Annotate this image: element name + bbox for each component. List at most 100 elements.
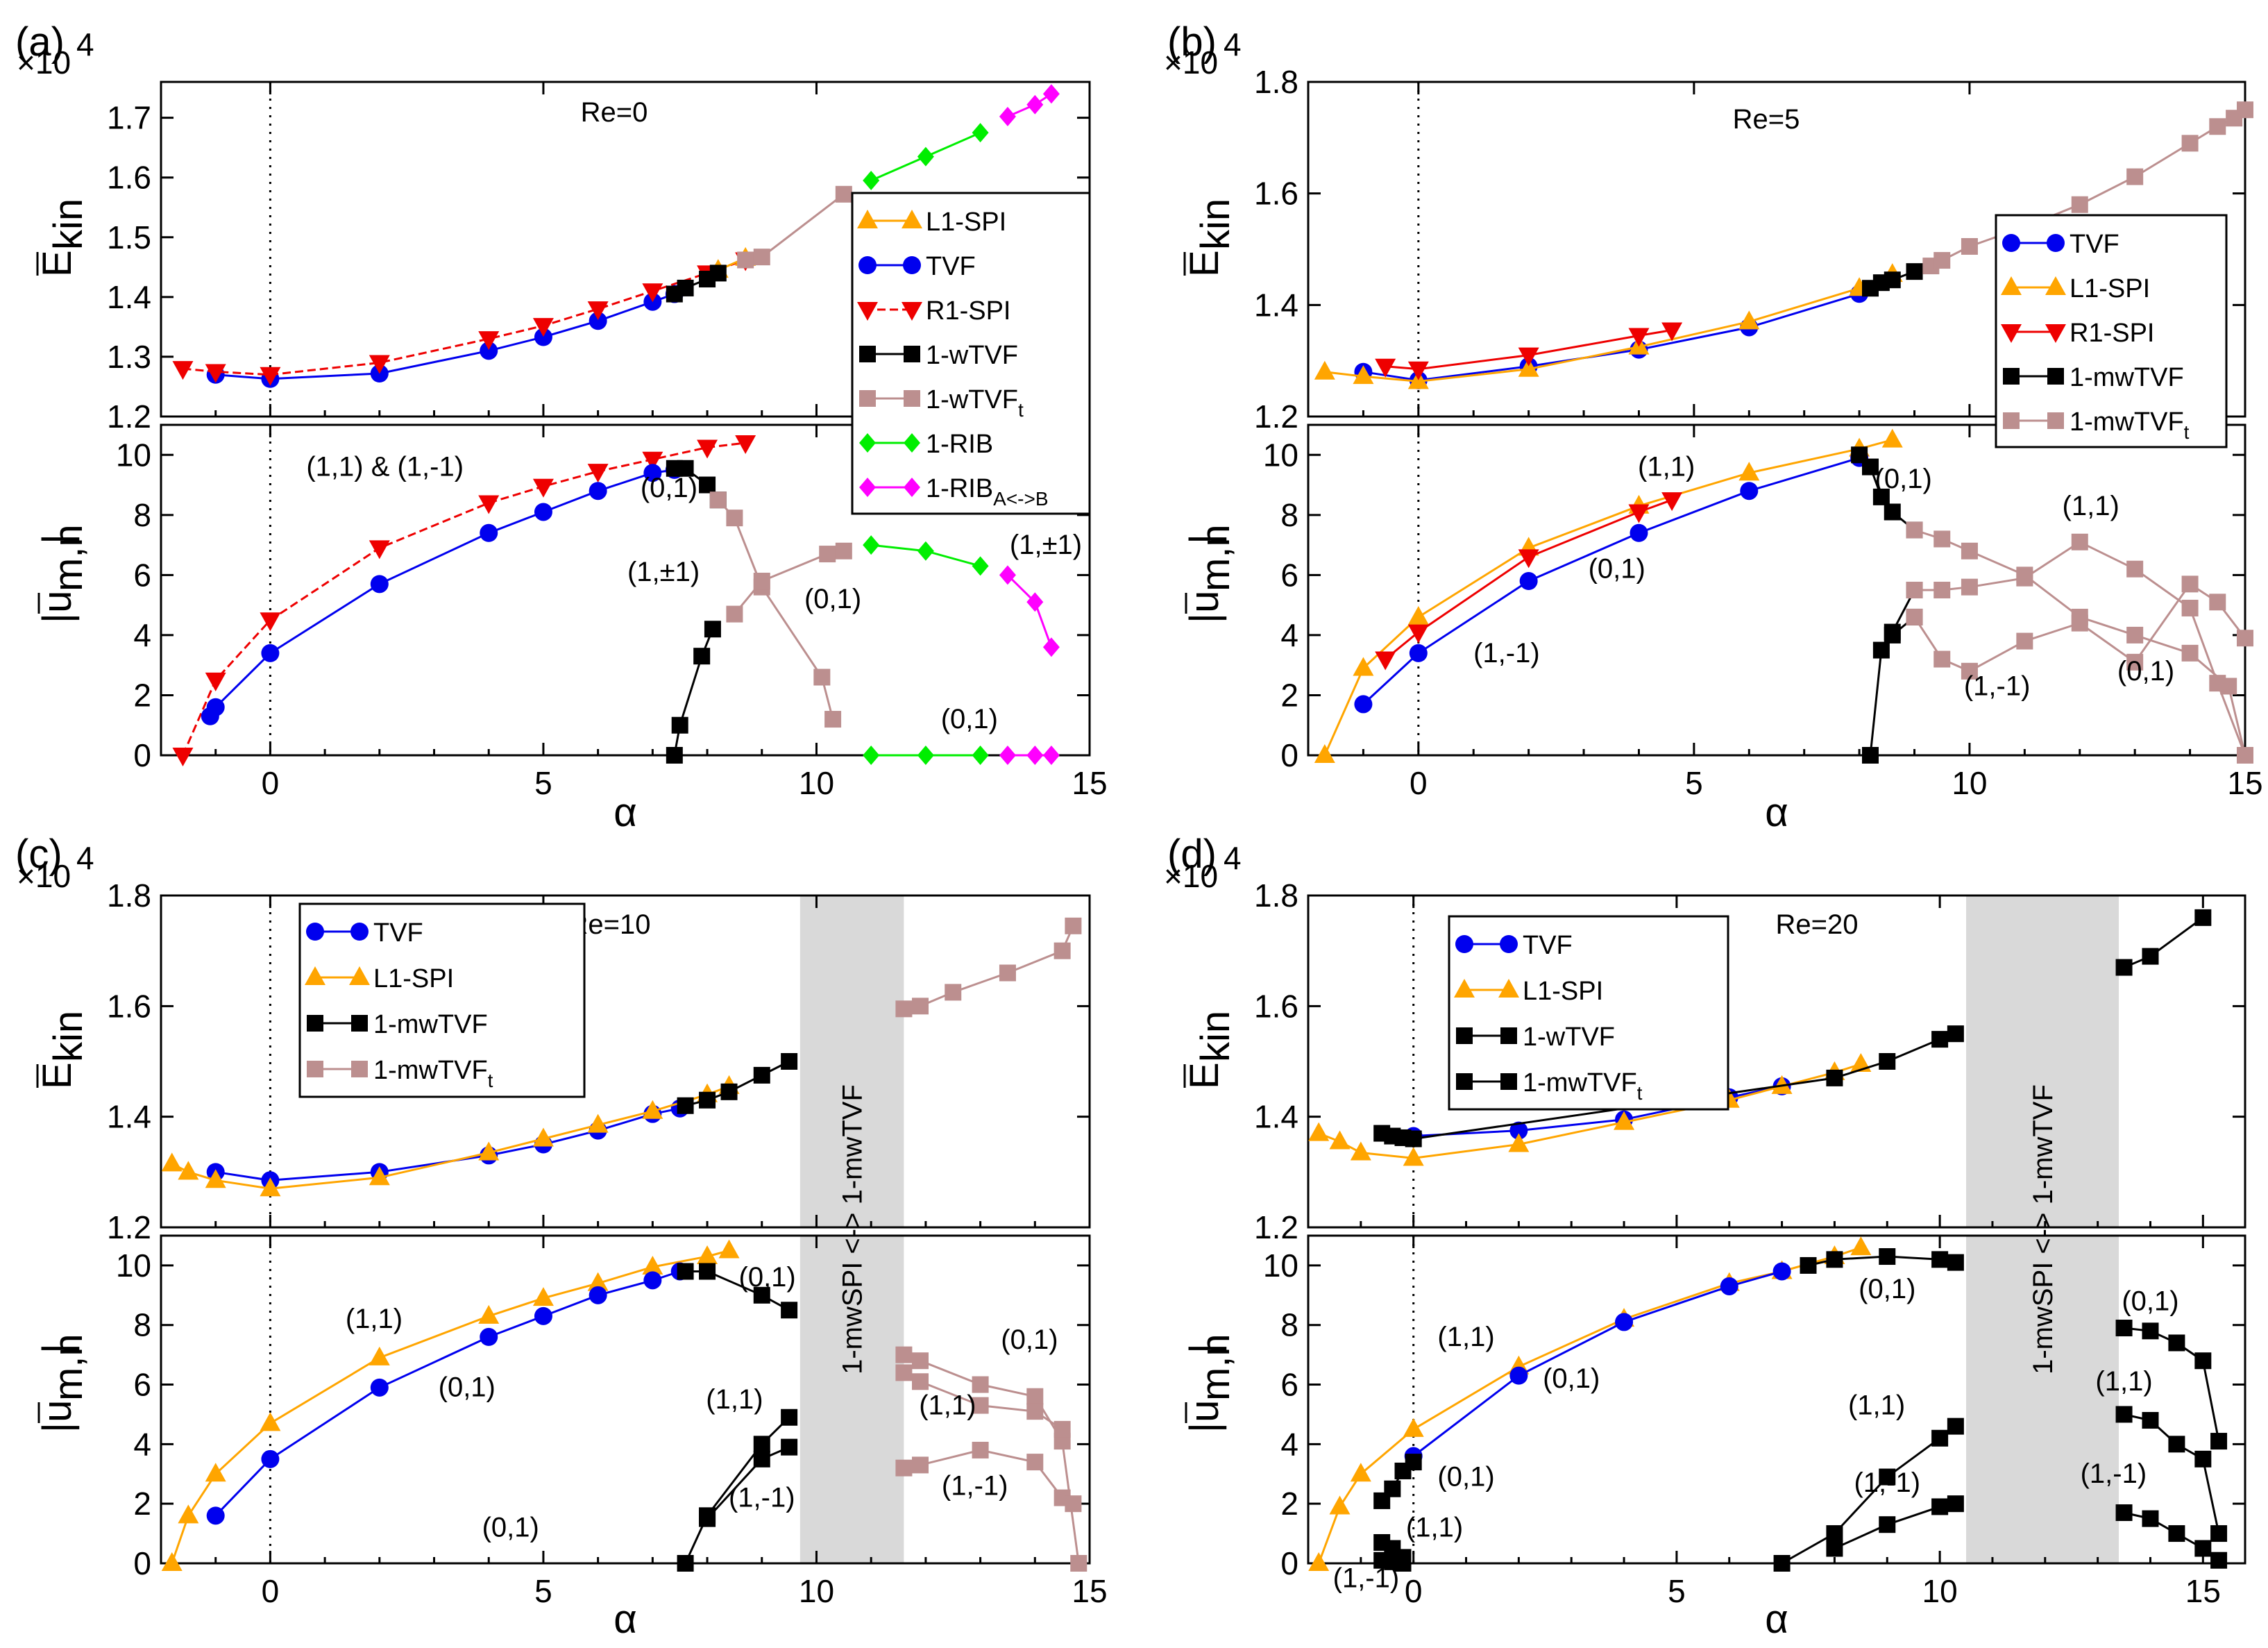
panel3-bottom-series-1-mwtvft-1-1- (2115, 1406, 2228, 1542)
panel1-bottom-series-1-mwtvft-0-1- (1906, 521, 2253, 764)
panel1-top-series-l1-spi (1314, 263, 1903, 389)
data-point (261, 644, 280, 662)
legend-marker (2047, 234, 2065, 252)
data-point (1615, 1313, 1634, 1331)
data-point (178, 1161, 199, 1180)
data-point (1070, 1555, 1088, 1572)
data-point (172, 748, 194, 766)
legend-label: L1-SPI (373, 964, 454, 993)
data-point (369, 1166, 390, 1186)
data-point (587, 1113, 609, 1133)
data-point (2181, 575, 2199, 593)
data-point (753, 573, 770, 590)
data-point (2168, 1334, 2185, 1352)
panel3-bottom-ytick-label: 10 (1263, 1247, 1298, 1284)
data-point (726, 510, 743, 527)
panel3-bottom-series-1-wtvf-1-1- (1773, 1418, 1964, 1572)
shaded-region-top (799, 896, 904, 1227)
legend-marker (350, 923, 369, 941)
data-point (1375, 358, 1396, 378)
data-point (2115, 959, 2133, 976)
scale-exponent: 4 (76, 840, 94, 876)
legend-marker (305, 966, 325, 985)
data-point (1353, 657, 1374, 676)
legend-marker (2001, 276, 2022, 295)
ylabel-symbol: |u (35, 591, 80, 623)
panel1-bottom-xtick-label: 0 (1410, 765, 1428, 801)
panel-label: (c) (15, 832, 62, 877)
annotation: (0,1) (2117, 656, 2174, 687)
series-line (1914, 529, 2246, 756)
ylabel-subscript: m,n (1193, 524, 1238, 591)
legend-marker (2002, 234, 2020, 252)
data-point (1881, 428, 1903, 448)
legend-marker (859, 390, 876, 407)
ylabel-subscript: kin (46, 199, 91, 250)
data-point (1947, 1025, 1964, 1043)
panel2-bottom-series-1-mwtvf-1-1- (699, 1438, 798, 1527)
panel-title: Re=5 (1733, 104, 1800, 135)
legend-label: TVF (2070, 230, 2119, 259)
panel3-bottom-series-tvf (1404, 1262, 1791, 1465)
panel0-bottom-ytick-label: 8 (133, 497, 151, 533)
legend-marker (1454, 979, 1475, 998)
data-point (205, 364, 226, 383)
panel3-bottom-xtick-label: 0 (1405, 1573, 1423, 1609)
data-point (917, 541, 934, 561)
data-point (2126, 168, 2144, 185)
panel1-bottom-ylabel: |um,n| (1182, 524, 1238, 623)
data-point (642, 283, 663, 303)
data-point (819, 546, 836, 563)
data-point (369, 1346, 390, 1365)
panel0-bottom-ytick-label: 4 (133, 617, 151, 653)
data-point (2210, 1525, 2228, 1542)
legend-marker (904, 478, 920, 497)
data-point (720, 1083, 738, 1100)
annotation: (1,1) (2095, 1366, 2152, 1397)
panel-label: (a) (15, 19, 65, 65)
data-point (2237, 101, 2253, 119)
data-point (1353, 365, 1374, 385)
data-point (1509, 1121, 1528, 1140)
ylabel-bar: | (1182, 1343, 1227, 1354)
legend-marker (1456, 1027, 1473, 1044)
data-point (2115, 1504, 2133, 1522)
panel0-top-series-1-wtvf (666, 264, 727, 303)
legend-marker (2001, 324, 2022, 343)
data-point (1053, 1420, 1071, 1438)
data-point (677, 1263, 694, 1280)
legend-box (1448, 915, 1729, 1111)
panel3-bottom-ytick-label: 4 (1280, 1426, 1298, 1462)
data-point (1884, 626, 1901, 644)
data-point (1862, 747, 1879, 764)
legend-marker (904, 390, 920, 407)
data-point (677, 460, 694, 477)
series-line (684, 1416, 790, 1564)
ylabel-subscript: kin (1193, 1011, 1238, 1062)
panel3-bottom-xtick-label: 10 (1922, 1573, 1958, 1609)
panel1-top-series-tvf (1354, 285, 1869, 389)
ylabel-subscript: kin (1193, 199, 1238, 250)
panel1-bottom-ytick-label: 8 (1280, 497, 1298, 533)
legend-marker (902, 210, 922, 228)
legend-marker (307, 1061, 323, 1077)
data-point (912, 998, 929, 1015)
data-point (677, 1097, 694, 1114)
panel2-bottom-series-1-mwtvft-1-1- (895, 1364, 1071, 1438)
data-point (1314, 360, 1335, 380)
panel2-bottom-xtick-label: 15 (1072, 1573, 1107, 1609)
panel2-bottom-xtick-label: 10 (799, 1573, 834, 1609)
data-point (999, 964, 1016, 982)
panel2-bottom-xtick-label: 0 (262, 1573, 280, 1609)
data-point (2071, 614, 2088, 632)
legend-marker (902, 302, 922, 321)
scale-exponent: 4 (1224, 26, 1242, 62)
legend-marker (1500, 935, 1518, 953)
data-point (370, 575, 389, 594)
data-point (369, 355, 390, 374)
data-point (697, 1245, 718, 1265)
data-point (480, 523, 498, 542)
panel2-bottom-series-1-mwtvft-0-1- (895, 1346, 1088, 1572)
data-point (589, 1286, 607, 1304)
data-point (718, 1239, 740, 1259)
